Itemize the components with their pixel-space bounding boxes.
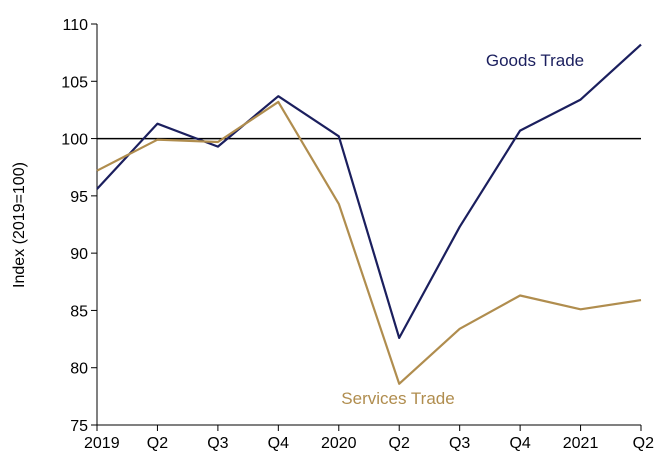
x-tick-label: Q3 (449, 435, 470, 452)
series-layer (96, 43, 642, 385)
y-tick-label: 100 (61, 132, 88, 149)
x-tick-label: Q2 (633, 435, 654, 452)
series-label-services: Services Trade (341, 389, 454, 408)
y-tick-label: 110 (62, 17, 88, 34)
y-tick-label: 95 (70, 189, 88, 206)
x-axis-ticks: 2019 Q2 Q3 Q4 2020 Q2 Q3 Q4 2021 Q2 (84, 425, 654, 452)
y-axis-title: Index (2019=100) (11, 162, 28, 288)
y-tick-label: 90 (70, 246, 88, 263)
x-tick-label: Q3 (207, 435, 228, 452)
series-line-services (96, 100, 642, 385)
x-tick-label: Q4 (509, 435, 530, 452)
y-axis-ticks: 75 80 85 90 95 100 105 110 (61, 17, 97, 435)
x-tick-label: Q4 (268, 435, 289, 452)
y-tick-label: 80 (70, 361, 88, 378)
x-tick-label: 2019 (84, 435, 120, 452)
series-line-goods (96, 43, 642, 339)
x-tick-label: Q2 (147, 435, 168, 452)
x-tick-label: 2020 (321, 435, 357, 452)
y-tick-label: 85 (70, 303, 88, 320)
x-tick-label: Q2 (389, 435, 410, 452)
x-tick-label: 2021 (563, 435, 599, 452)
y-tick-label: 105 (61, 74, 88, 91)
y-tick-label: 75 (70, 418, 88, 435)
series-label-goods: Goods Trade (486, 51, 584, 70)
